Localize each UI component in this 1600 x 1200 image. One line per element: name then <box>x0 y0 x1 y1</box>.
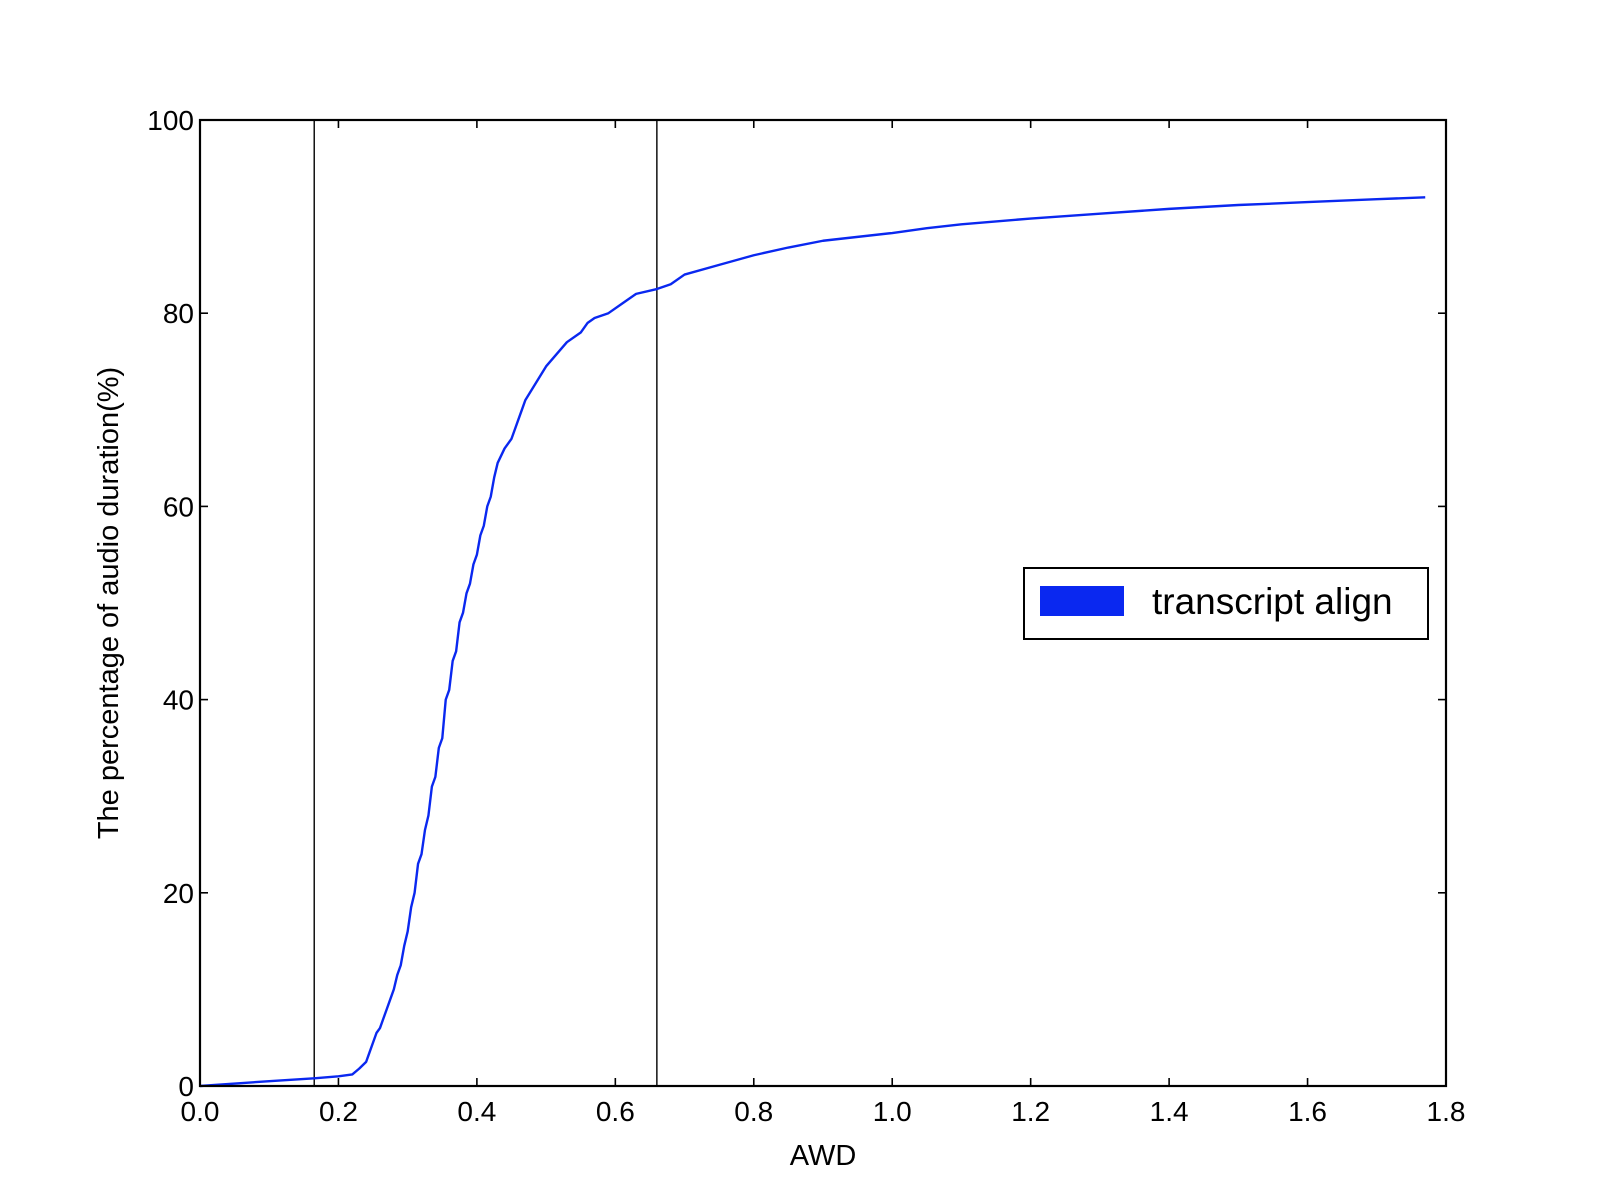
x-tick-label: 0.2 <box>319 1096 358 1127</box>
y-axis-label: The percentage of audio duration(%) <box>93 367 125 839</box>
x-tick-label: 1.0 <box>873 1096 912 1127</box>
y-tick-label: 40 <box>163 685 194 716</box>
legend-swatch <box>1040 586 1124 616</box>
ticks-layer <box>199 119 1447 1087</box>
tick-labels: 0.0 0.2 0.4 0.6 0.8 1.0 1.2 1.4 1.6 1.8 0 20 40 60 80 1… <box>147 105 1465 1127</box>
x-tick-label: 0.0 <box>181 1096 220 1127</box>
x-tick-label: 1.2 <box>1011 1096 1050 1127</box>
y-tick-label: 100 <box>147 105 194 136</box>
plot-frame <box>198 118 1448 1088</box>
legend: transcript align <box>1023 567 1429 640</box>
x-axis-label: AWD <box>790 1140 857 1172</box>
series-layer <box>199 196 1426 1088</box>
x-tick-label: 0.4 <box>457 1096 496 1127</box>
legend-label: transcript align <box>1152 581 1393 622</box>
reference-lines <box>313 120 658 1086</box>
y-tick-label: 80 <box>163 298 194 329</box>
x-tick-label: 1.4 <box>1150 1096 1189 1127</box>
x-tick-label: 0.8 <box>734 1096 773 1127</box>
x-tick-label: 1.8 <box>1427 1096 1466 1127</box>
y-tick-label: 0 <box>178 1071 194 1102</box>
y-tick-label: 60 <box>163 491 194 522</box>
series-line-transcript-align <box>199 196 1426 1088</box>
x-tick-label: 1.6 <box>1288 1096 1327 1127</box>
x-tick-label: 0.6 <box>596 1096 635 1127</box>
y-tick-label: 20 <box>163 878 194 909</box>
